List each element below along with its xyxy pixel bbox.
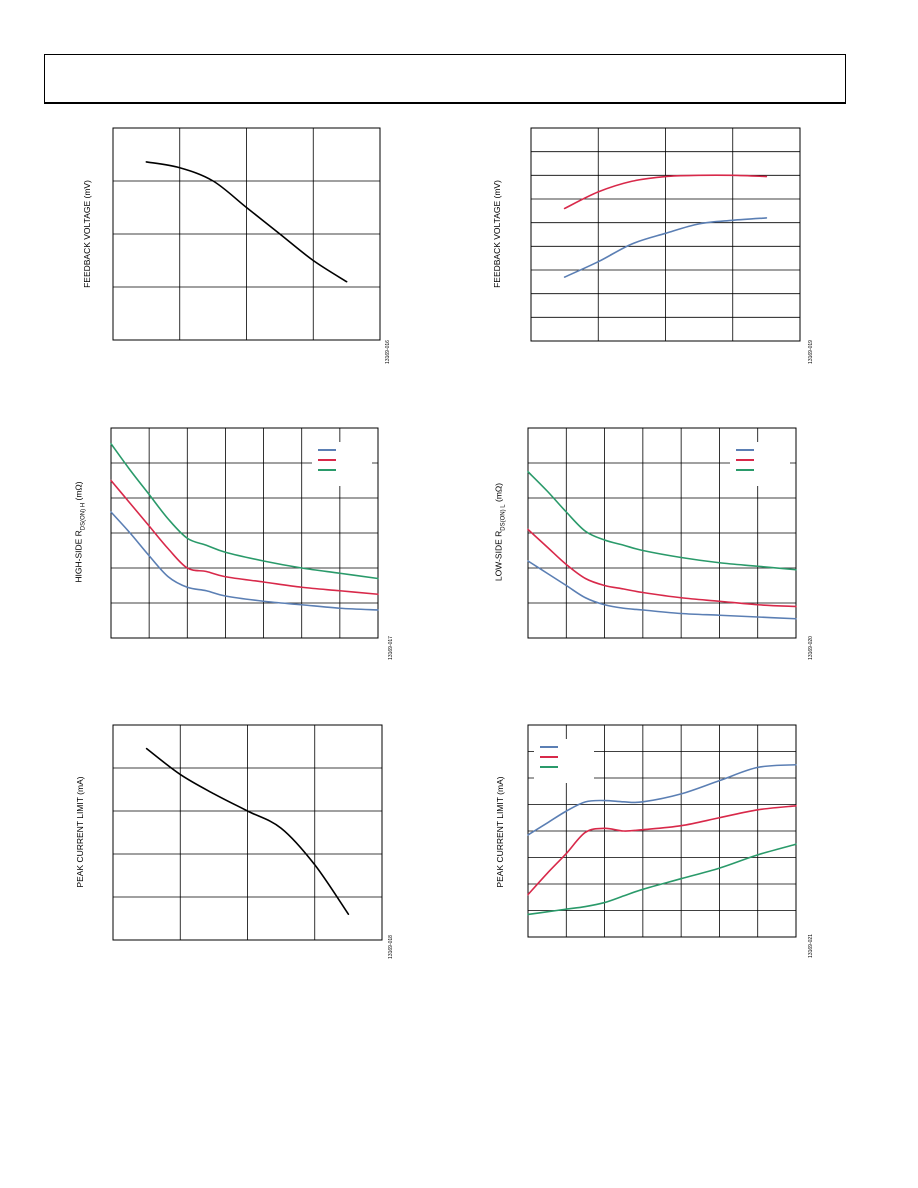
series-line-blue [563, 217, 768, 278]
y-axis-label: PEAK CURRENT LIMIT (mA) [495, 776, 505, 888]
legend [312, 442, 372, 486]
series-line-green [110, 442, 379, 580]
legend [730, 442, 790, 486]
page-header-box [44, 54, 846, 104]
series-line-black [145, 747, 350, 915]
series-line-green [527, 470, 797, 571]
series-line-blue [527, 560, 797, 620]
grid [113, 128, 380, 340]
series-line-red [527, 528, 797, 608]
series-line-red [527, 805, 797, 896]
series-line-red [110, 479, 379, 596]
figure-id: 13169-021 [808, 934, 814, 958]
plot-frame [530, 127, 801, 342]
legend-box [534, 739, 594, 783]
plot-frame [527, 724, 797, 938]
grid [531, 128, 800, 341]
series-line-green [527, 843, 797, 916]
series-line-blue [110, 511, 379, 611]
series-line-blue [527, 763, 797, 836]
series-line-black [145, 161, 348, 283]
plot-frame [527, 427, 797, 639]
series-line-red [563, 174, 768, 210]
plot-frame [110, 427, 379, 639]
legend [534, 739, 594, 783]
grid [111, 428, 378, 638]
plot-frame [112, 724, 383, 941]
plot-frame [112, 127, 381, 341]
